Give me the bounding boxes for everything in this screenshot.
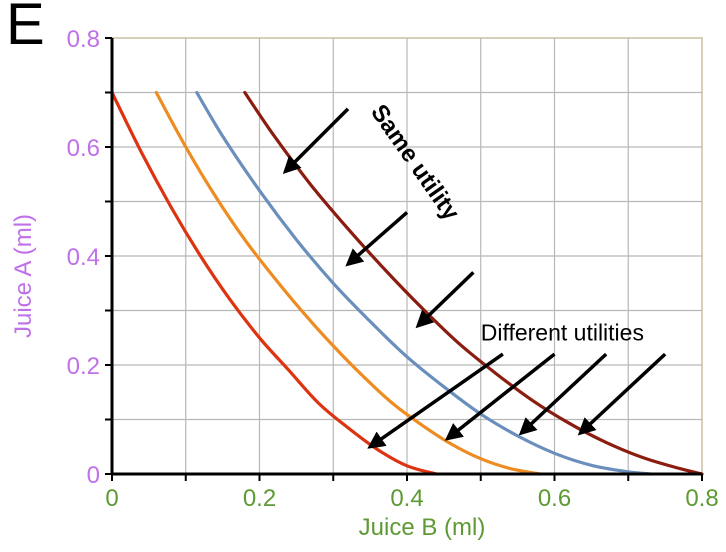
x-tick-label: 0.2 — [243, 485, 276, 512]
y-tick-label: 0 — [87, 462, 100, 489]
annotations: Same utility Different utilities — [285, 100, 665, 447]
y-tick-label: 0.6 — [67, 135, 100, 162]
tick-labels: 0 0.2 0.4 0.6 0.8 0 0.2 0.4 0.6 0.8 — [67, 26, 719, 512]
axes — [105, 38, 702, 481]
utility-curve-1 — [112, 93, 437, 475]
same-utility-label: Same utility — [365, 100, 465, 226]
annotation-arrow — [418, 272, 473, 325]
x-tick-label: 0.4 — [390, 485, 423, 512]
x-tick-label: 0 — [105, 485, 118, 512]
panel-letter: E — [6, 0, 45, 54]
y-tick-label: 0.4 — [67, 244, 100, 271]
different-utilities-label: Different utilities — [481, 319, 644, 345]
x-axis-label: Juice B (ml) — [322, 514, 522, 542]
x-tick-label: 0.6 — [538, 485, 571, 512]
annotation-arrow — [285, 109, 348, 172]
x-tick-label: 0.8 — [685, 485, 718, 512]
y-axis-label: Juice A (ml) — [10, 176, 38, 376]
y-tick-label: 0.8 — [67, 26, 100, 53]
y-tick-label: 0.2 — [67, 353, 100, 380]
